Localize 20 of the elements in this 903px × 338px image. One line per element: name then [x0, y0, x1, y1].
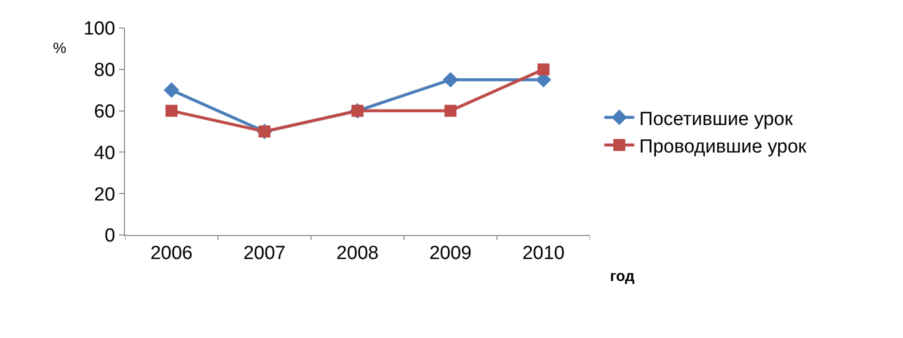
y-tick-label: 20	[94, 184, 116, 206]
x-tick-label: 2007	[243, 242, 286, 264]
y-axis-title: %	[53, 40, 66, 57]
y-tick-label: 80	[94, 60, 116, 82]
y-tick-label: 60	[94, 101, 116, 122]
point	[166, 104, 178, 117]
point	[442, 72, 458, 88]
point	[538, 63, 550, 76]
x-tick-label: 2008	[336, 242, 379, 264]
y-tick-label: 100	[83, 18, 116, 40]
x-tick-label: 2010	[522, 242, 565, 264]
legend-label: Проводившие урок	[639, 136, 808, 158]
x-axis-title: год	[610, 268, 636, 285]
legend-label: Посетившие урок	[639, 108, 794, 130]
x-tick-label: 2006	[150, 242, 193, 264]
point	[164, 82, 180, 98]
y-tick-label: 0	[104, 226, 116, 247]
point	[444, 104, 456, 117]
y-tick-label: 40	[94, 142, 116, 164]
x-tick-label: 2009	[429, 242, 472, 264]
